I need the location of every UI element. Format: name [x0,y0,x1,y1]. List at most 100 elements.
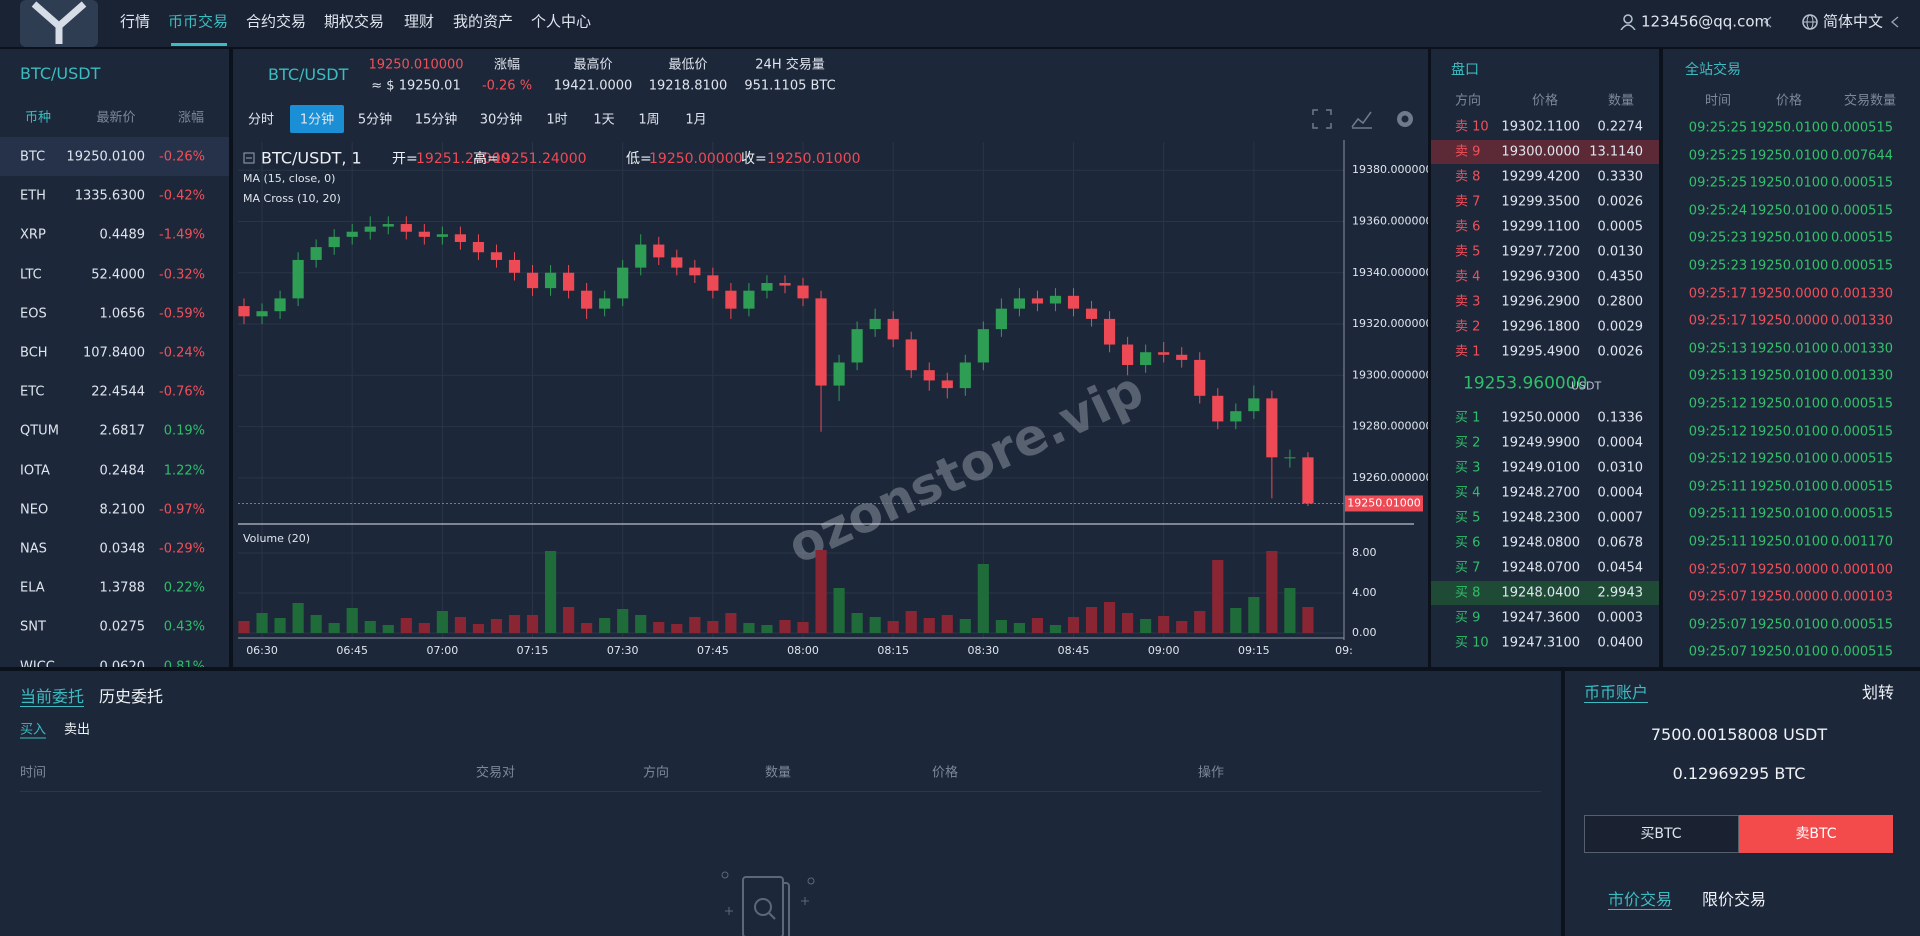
coin-name[interactable]: SNT [20,619,46,635]
coin-name[interactable]: WICC [20,659,55,667]
trade-time: 09:25:13 [1688,368,1748,384]
nav-item[interactable]: 币币交易 [167,12,229,31]
coin-name[interactable]: ETC [20,384,45,400]
candle-body [508,259,521,273]
nav-item[interactable]: 我的资产 [452,12,514,31]
volume-bar [346,608,358,633]
trade-price: 19250.0100 [1749,644,1829,660]
y-tick-label: 4.00 [1352,586,1377,599]
volume-bar [454,617,466,633]
candle-body [833,362,845,386]
book-amount: 0.2800 [1597,294,1644,310]
stat-label: 24H 交易量 [755,57,825,73]
col-header: 价格 [1531,93,1559,109]
coin-name[interactable]: ELA [20,580,45,596]
book-price: 19247.3600 [1501,610,1580,626]
trade-amount: 0.000515 [1830,506,1893,522]
volume-bar [815,550,827,633]
buy-button[interactable]: 买BTC [1640,826,1682,842]
book-price: 19297.7200 [1501,244,1580,260]
candle-body [617,267,629,299]
transfer[interactable]: 划转 [1861,683,1894,702]
trade-amount: 0.000100 [1830,562,1893,578]
stat-label: 涨幅 [493,57,521,73]
balance: 7500.00158008 USDT [1650,725,1828,744]
interval[interactable]: 1天 [593,112,615,128]
coin-name[interactable]: IOTA [20,463,50,479]
coin-name[interactable]: ETH [20,188,46,204]
coin-name[interactable]: EOS [20,306,47,322]
stat-value: 19218.8100 [648,78,728,94]
buy-button-bg[interactable] [1584,815,1739,853]
fullscreen-icon[interactable] [1312,109,1332,129]
volume-bar [725,613,737,633]
interval-active [290,105,344,133]
trade-price: 19250.0100 [1749,120,1829,136]
row-highlight [1431,581,1659,605]
sell-button-bg[interactable] [1739,815,1893,853]
logo[interactable] [20,0,98,47]
book-amount: 0.0130 [1597,244,1644,260]
coin-name[interactable]: BTC [20,149,46,165]
orders-tab[interactable]: 当前委托 [20,687,85,706]
candle-body [1122,344,1134,366]
trade-price: 19250.0100 [1749,506,1829,522]
settings-icon[interactable] [1397,111,1413,127]
candle-body [1230,411,1242,422]
globe-icon [1802,14,1818,30]
coin-name[interactable]: LTC [20,267,42,283]
account-email[interactable]: 123456@qq.com [1641,12,1770,31]
coin-name[interactable]: NAS [20,541,47,557]
coin-name[interactable]: BCH [20,345,48,361]
chevron [1890,16,1899,28]
volume-bar [689,617,701,633]
indicator-icon[interactable] [1351,111,1372,129]
volume-bar [238,621,250,633]
sell-button[interactable]: 卖BTC [1795,826,1837,842]
col-header: 时间 [20,765,47,781]
interval[interactable]: 1分钟 [299,112,335,128]
interval[interactable]: 30分钟 [479,112,523,128]
nav-item[interactable]: 行情 [119,12,151,31]
collapse-icon[interactable] [243,152,255,164]
side-tab[interactable]: 卖出 [64,722,91,738]
interval[interactable]: 5分钟 [357,112,393,128]
coin-price: 0.0275 [99,619,146,635]
nav-item[interactable]: 个人中心 [530,12,592,31]
candle-body [526,272,539,289]
coin-name[interactable]: XRP [20,227,46,243]
col-header[interactable]: 涨幅 [177,110,205,126]
interval[interactable]: 15分钟 [414,112,458,128]
orders-tab[interactable]: 历史委托 [99,687,164,706]
nav-item[interactable]: 理财 [403,12,435,31]
nav-item[interactable]: 合约交易 [245,12,307,31]
trade-tab[interactable]: 市价交易 [1607,890,1673,909]
col-header[interactable]: 最新价 [96,110,136,126]
candle-body [1212,395,1224,422]
trade-tab[interactable]: 限价交易 [1701,890,1767,909]
book-amount: 0.0003 [1597,610,1644,626]
row-highlight [0,137,229,176]
side-tab[interactable]: 买入 [20,722,47,738]
trade-amount: 0.000515 [1830,479,1893,495]
candle-body [544,272,557,289]
y-tick-label: 19260.000000 [1352,471,1428,484]
interval[interactable]: 分时 [247,112,275,128]
nav-item[interactable]: 期权交易 [323,12,385,31]
interval[interactable]: 1时 [546,112,568,128]
coin-name[interactable]: QTUM [20,423,59,439]
book-amount: 2.9943 [1597,585,1644,601]
col-header[interactable]: 币种 [24,110,52,126]
book-amount: 0.0678 [1597,535,1644,551]
language[interactable]: 简体中文 [1823,12,1884,31]
book-side: 卖 3 [1455,294,1481,310]
candle-body [364,226,376,232]
interval[interactable]: 1月 [685,112,707,128]
account-title[interactable]: 币币账户 [1584,683,1649,702]
interval[interactable]: 1周 [638,112,660,128]
volume-bar [544,551,557,633]
coin-name[interactable]: NEO [20,502,49,518]
candle-body [887,318,899,340]
book-price: 19248.0800 [1501,535,1580,551]
x-tick-label: 07:45 [697,644,729,657]
